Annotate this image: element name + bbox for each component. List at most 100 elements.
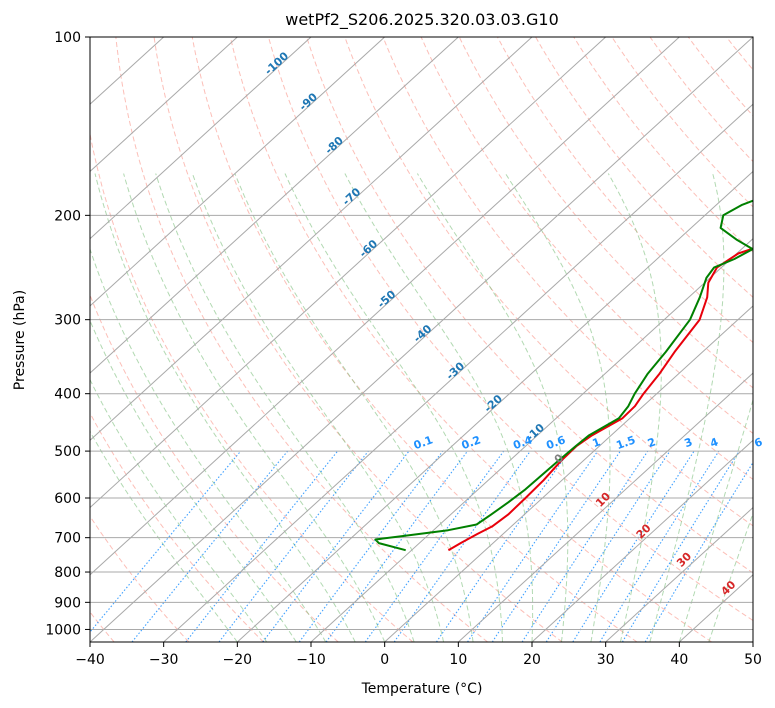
mixing-ratio-label: 4	[708, 435, 720, 450]
dry-adiabat	[382, 37, 753, 481]
moist-adiabat	[123, 173, 386, 642]
moist-adiabat-label: 40	[718, 578, 738, 598]
dry-adiabat	[229, 37, 712, 642]
y-tick-label: 300	[54, 313, 81, 329]
mixing-ratio-line	[298, 450, 444, 642]
isotherm-line	[163, 103, 753, 642]
mixing-ratio-line	[572, 450, 695, 642]
y-tick-label: 200	[54, 208, 81, 224]
dry-adiabat	[535, 37, 753, 298]
dry-adiabat	[90, 293, 339, 642]
isotherm-line	[236, 170, 753, 642]
y-tick-label: 500	[54, 444, 81, 460]
moist-adiabat	[416, 173, 569, 642]
mixing-ratio-line	[435, 450, 570, 642]
mixing-ratio-line	[621, 450, 740, 642]
mixing-ratio-line	[262, 450, 410, 642]
y-tick-label: 800	[54, 565, 81, 581]
moist-adiabat	[94, 173, 356, 642]
dry-adiabat	[611, 37, 753, 208]
mixing-ratio-line	[599, 450, 720, 642]
x-tick-label: −40	[75, 652, 105, 668]
dry-adiabat	[649, 37, 753, 163]
isotherm-line	[90, 37, 386, 307]
mixing-ratio-label: 6	[753, 435, 765, 450]
mixing-ratio-line	[521, 450, 649, 642]
y-tick-label: 400	[54, 387, 81, 403]
pressure-grid	[90, 37, 753, 642]
x-tick-label: 40	[670, 652, 688, 668]
moist-adiabat	[505, 173, 611, 642]
moist-adiabat	[234, 173, 474, 642]
plot-frame	[89, 36, 754, 643]
sounding-series	[374, 199, 753, 552]
isotherm-label: -80	[323, 134, 347, 157]
isotherm-line	[90, 37, 238, 173]
x-tick-label: −30	[149, 652, 179, 668]
moist-adiabat	[90, 319, 297, 642]
mixing-ratio-label: 0.4	[511, 433, 534, 452]
mixing-ratio-label: 2	[646, 435, 658, 450]
dry-adiabat	[726, 37, 753, 71]
isotherm-line	[90, 37, 533, 442]
isotherm-line	[752, 641, 753, 642]
y-tick-label: 700	[54, 531, 81, 547]
isotherm-label: -90	[297, 90, 321, 113]
dry-adiabat	[90, 131, 414, 642]
y-tick-label: 900	[54, 595, 81, 611]
moist-adiabat	[90, 430, 238, 642]
mixing-ratio-line	[218, 450, 369, 642]
moist-adiabat	[607, 173, 662, 642]
mixing-ratio-line	[491, 450, 621, 642]
moist-adiabat	[649, 173, 725, 642]
mixing-ratio-label: 0.6	[544, 433, 567, 452]
dry-adiabat	[153, 37, 563, 642]
x-tick-label: 10	[449, 652, 467, 668]
isotherm-line	[457, 372, 753, 642]
dry-adiabat	[496, 37, 753, 344]
mixing-ratio-label: 1.5	[614, 433, 637, 452]
moist-adiabat-label: 30	[674, 549, 694, 569]
x-tick-label: −10	[296, 652, 326, 668]
dry-adiabat	[191, 37, 638, 642]
mixing-ratio-label: 1	[591, 435, 603, 450]
dry-adiabat	[344, 37, 753, 527]
mixing-ratio-line	[545, 450, 671, 642]
x-axis: −40 −30 −20 −10 0 10 20 30 40 50	[75, 642, 762, 668]
dry-adiabat	[90, 515, 190, 642]
dry-adiabat	[765, 37, 775, 642]
chart-title: wetPf2_S206.2025.320.03.03.G10	[285, 10, 559, 30]
mixing-ratio-line	[467, 450, 599, 642]
temperature-line	[447, 247, 753, 552]
mixing-ratio-line	[185, 450, 339, 642]
y-tick-label: 100	[54, 30, 81, 46]
moist-adiabat	[678, 398, 753, 642]
dry-adiabat	[268, 37, 753, 622]
x-tick-label: −20	[223, 652, 253, 668]
isotherm-line	[90, 37, 753, 642]
mixing-ratio-label: 3	[683, 435, 695, 450]
mixing-ratio-line	[90, 450, 242, 633]
mixing-ratio-line	[644, 461, 753, 642]
dry-adiabat	[306, 37, 753, 574]
moist-adiabat	[90, 247, 327, 642]
dewpoint-line	[374, 199, 753, 552]
dry-adiabat	[573, 37, 753, 253]
dry-adiabat	[687, 37, 753, 117]
isotherm-label: -70	[340, 185, 364, 208]
x-axis-label: Temperature (°C)	[361, 681, 483, 697]
x-tick-label: 50	[744, 652, 762, 668]
isotherm-line	[605, 506, 753, 642]
mixing-ratio-label: 0.1	[412, 433, 435, 452]
dry-adiabat	[90, 412, 264, 642]
x-tick-label: 20	[523, 652, 541, 668]
mixing-ratio-line	[325, 450, 468, 642]
x-tick-label: 30	[597, 652, 615, 668]
y-tick-label: 1000	[45, 622, 81, 638]
x-tick-label: 0	[380, 652, 389, 668]
moist-adiabat-label: 20	[634, 521, 654, 541]
mixing-ratio-line	[131, 450, 289, 642]
moist-adiabat	[284, 173, 503, 642]
y-tick-label: 600	[54, 491, 81, 507]
